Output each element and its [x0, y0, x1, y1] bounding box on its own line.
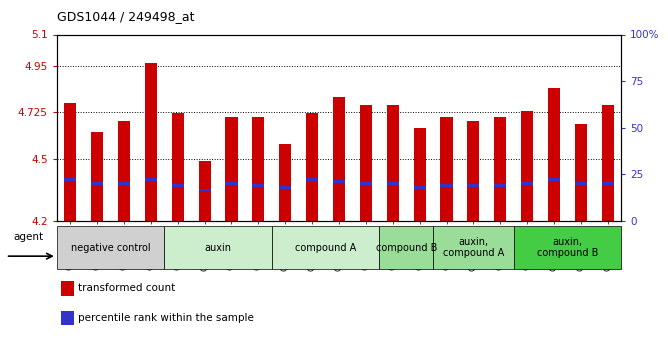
Bar — [91, 182, 103, 185]
Bar — [468, 121, 480, 221]
Bar — [145, 63, 157, 221]
Bar — [433, 226, 514, 269]
Bar — [57, 226, 164, 269]
Text: auxin: auxin — [204, 243, 232, 253]
Bar — [253, 117, 265, 221]
Bar — [413, 128, 426, 221]
Bar — [61, 311, 73, 325]
Bar — [440, 184, 453, 187]
Bar — [387, 182, 399, 185]
Bar — [548, 178, 560, 181]
Bar — [145, 178, 157, 181]
Text: GDS1044 / 249498_at: GDS1044 / 249498_at — [57, 10, 194, 23]
Text: auxin,
compound A: auxin, compound A — [443, 237, 504, 258]
Bar — [164, 226, 272, 269]
Bar — [198, 188, 210, 191]
Text: compound A: compound A — [295, 243, 356, 253]
Bar — [272, 226, 379, 269]
Bar — [64, 178, 76, 181]
Text: transformed count: transformed count — [78, 284, 176, 294]
Bar — [575, 182, 587, 185]
Bar — [279, 186, 291, 189]
Bar — [360, 182, 372, 185]
Bar — [172, 184, 184, 187]
Bar — [61, 281, 73, 296]
Bar — [306, 113, 318, 221]
Bar — [279, 144, 291, 221]
Bar — [602, 182, 614, 185]
Text: auxin,
compound B: auxin, compound B — [537, 237, 598, 258]
Text: percentile rank within the sample: percentile rank within the sample — [78, 313, 254, 323]
Bar — [333, 97, 345, 221]
Bar — [225, 182, 238, 185]
Bar — [118, 121, 130, 221]
Bar — [360, 105, 372, 221]
Bar — [387, 105, 399, 221]
Bar — [575, 124, 587, 221]
Bar — [379, 226, 433, 269]
Bar — [306, 178, 318, 181]
Bar — [521, 182, 533, 185]
Bar — [548, 88, 560, 221]
Bar — [521, 111, 533, 221]
Bar — [198, 161, 210, 221]
Text: agent: agent — [13, 232, 43, 242]
Bar — [253, 184, 265, 187]
Bar — [494, 184, 506, 187]
Bar — [118, 182, 130, 185]
Bar — [64, 103, 76, 221]
Bar — [602, 105, 614, 221]
Bar — [468, 184, 480, 187]
Bar — [413, 186, 426, 189]
Bar — [91, 132, 103, 221]
Bar — [440, 117, 453, 221]
Bar — [333, 180, 345, 183]
Text: negative control: negative control — [71, 243, 150, 253]
Bar — [514, 226, 621, 269]
Text: compound B: compound B — [375, 243, 437, 253]
Bar — [172, 113, 184, 221]
Bar — [494, 117, 506, 221]
Bar — [225, 117, 238, 221]
